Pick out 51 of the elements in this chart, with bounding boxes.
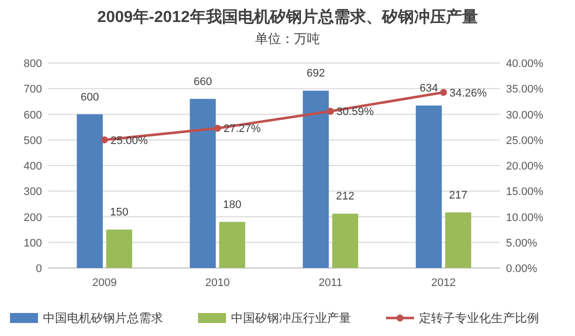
chart-title: 2009年-2012年我国电机矽钢片总需求、矽钢冲压产量 bbox=[97, 8, 478, 26]
data-label: 27.27% bbox=[224, 123, 262, 136]
y2-tick-label: 30.00% bbox=[506, 109, 544, 122]
point bbox=[101, 136, 108, 144]
y-tick-label: 700 bbox=[24, 84, 42, 96]
y-tick-label: 500 bbox=[24, 134, 42, 147]
data-label: 150 bbox=[110, 206, 128, 219]
bar bbox=[106, 230, 132, 268]
point bbox=[327, 108, 334, 115]
data-label: 34.26% bbox=[450, 87, 488, 100]
y-tick-label: 300 bbox=[24, 186, 42, 198]
y-tick-label: 400 bbox=[24, 160, 42, 172]
bar bbox=[416, 106, 442, 268]
data-label: 692 bbox=[306, 68, 325, 80]
point bbox=[440, 88, 447, 96]
data-label: 30.59% bbox=[336, 106, 374, 118]
data-label: 660 bbox=[194, 76, 212, 88]
data-label: 600 bbox=[80, 91, 99, 104]
y2-tick-label: 40.00% bbox=[506, 58, 544, 70]
bar bbox=[190, 98, 216, 268]
data-label: 217 bbox=[449, 189, 468, 202]
y2-tick-label: 0.00% bbox=[506, 263, 538, 275]
y2-tick-label: 10.00% bbox=[506, 212, 544, 224]
y2-tick-label: 35.00% bbox=[506, 84, 544, 96]
y-tick-label: 800 bbox=[24, 58, 42, 70]
legend-label: 定转子专业化生产比例 bbox=[419, 311, 539, 325]
data-label: 634 bbox=[420, 82, 438, 95]
y-tick-label: 600 bbox=[24, 109, 42, 122]
x-tick-label: 2012 bbox=[431, 277, 456, 289]
bar bbox=[76, 114, 103, 268]
bar bbox=[332, 214, 358, 268]
data-label: 180 bbox=[223, 198, 242, 211]
y-tick-label: 200 bbox=[24, 212, 42, 224]
legend-label: 中国矽钢冲压行业产量 bbox=[231, 311, 351, 325]
chart-subtitle: 单位：万吨 bbox=[255, 31, 320, 46]
legend-label: 中国电机矽钢片总需求 bbox=[43, 311, 163, 325]
point bbox=[214, 124, 221, 132]
bar bbox=[302, 90, 329, 268]
x-tick-label: 2010 bbox=[205, 277, 230, 289]
y2-tick-label: 20.00% bbox=[506, 160, 544, 172]
y-tick-label: 0 bbox=[36, 263, 42, 275]
data-label: 212 bbox=[336, 190, 354, 203]
y-tick-label: 100 bbox=[24, 237, 42, 250]
bar bbox=[219, 222, 246, 268]
y2-tick-label: 25.00% bbox=[506, 134, 544, 147]
data-label: 25.00% bbox=[110, 134, 148, 147]
x-tick-label: 2009 bbox=[92, 277, 117, 289]
x-tick-label: 2011 bbox=[318, 277, 342, 289]
y2-tick-label: 15.00% bbox=[506, 186, 544, 198]
y2-tick-label: 5.00% bbox=[506, 237, 538, 250]
bar bbox=[445, 212, 472, 268]
